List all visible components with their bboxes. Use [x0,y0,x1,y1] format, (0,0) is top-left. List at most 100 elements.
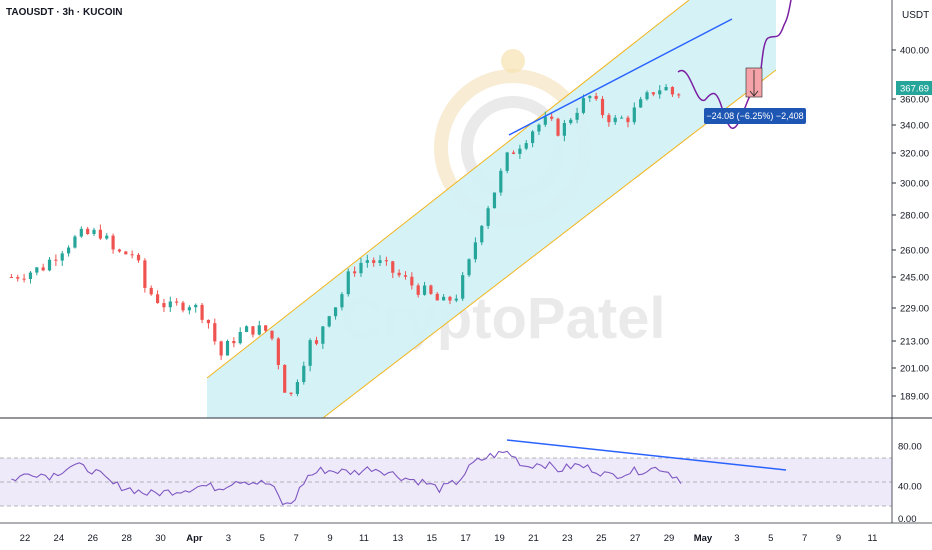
candle [244,325,249,333]
candle-body [206,319,211,324]
candle [181,300,185,313]
time-tick-label: 7 [294,533,299,544]
candle [54,254,58,266]
candle [416,283,420,298]
rsi-tick-label: 0.00 [898,514,917,525]
candle [461,272,465,301]
candle [664,84,668,91]
candle-body [403,275,408,277]
candle [575,107,579,124]
candle-body [86,228,90,234]
candle-body [105,235,109,239]
channel-lower-line [322,69,777,419]
projection-path [677,0,792,130]
price-tick-label: 280.00 [900,211,929,222]
candle [524,140,528,151]
candle [569,117,573,125]
time-tick-label: 19 [494,533,505,544]
candle [384,256,389,266]
candle-body [454,298,458,301]
candle [454,294,458,303]
price-tick-label: 201.00 [900,364,929,375]
candle-body [130,254,134,256]
candle-body [213,323,217,342]
candle [162,298,166,313]
candle [600,96,605,119]
time-tick-label: 7 [802,533,807,544]
candle [60,250,64,266]
candle-body [581,98,586,113]
candle-body [384,260,389,262]
candle-body [435,293,439,301]
measure-tooltip: −24.08 (−6.25%) −2,408 [704,108,806,124]
candle [187,305,191,315]
candle [581,94,586,115]
candle-body [54,259,58,261]
candle [276,337,280,370]
candle-body [422,285,427,295]
candle-body [283,364,287,393]
candle-body [98,229,102,239]
candle [308,338,312,372]
time-tick-label: 3 [734,533,739,544]
last-price-tag [896,81,932,95]
candle [651,91,655,97]
price-tick-label: 320.00 [900,149,929,160]
candle-body [28,272,33,280]
candle-body [448,296,452,301]
candle-body [537,124,541,132]
candle [98,224,102,240]
candle-body [492,192,497,209]
candle [213,318,217,345]
candle [435,292,439,301]
candle-body [397,272,401,276]
candle-body [664,86,668,91]
candle [588,95,592,103]
candle [429,284,433,295]
candle [333,307,338,320]
time-tick-label: 28 [121,533,132,544]
candle [79,226,83,238]
candle-body [524,143,528,149]
candle-body [429,285,433,294]
candle-body [543,116,547,125]
price-tick-label: 213.00 [900,337,929,348]
candle [353,266,357,277]
price-tick-label: 189.00 [900,392,929,403]
candle-body [410,276,414,286]
candle-body [442,296,446,301]
candle [518,144,522,159]
candle [543,111,547,127]
candle [346,268,350,297]
time-tick-label: 17 [460,533,471,544]
candle-body [505,152,509,171]
candle-body [467,259,471,276]
candle [619,115,624,119]
candle [232,337,236,348]
candle-body [181,302,185,311]
candle [632,102,636,125]
candle [270,330,274,341]
watermark-coin-icon [501,49,525,73]
candle [264,325,268,333]
price-tick-label: 300.00 [900,179,929,190]
candle-body [562,123,566,136]
candle-body [645,92,649,100]
candle [505,151,509,174]
rsi-divergence-trendline [506,439,787,471]
candle-body [353,271,357,274]
candle-body [295,382,300,394]
candle-body [155,294,160,304]
time-tick-label: 9 [836,533,841,544]
candle [448,295,452,305]
candle-body [340,294,344,308]
price-tick-label: 245.00 [900,273,929,284]
candle [22,273,26,283]
candle [219,340,223,360]
candle-body [308,340,312,366]
candle [645,90,649,101]
candle-body [22,278,26,280]
candle-body [511,152,516,154]
candle [365,254,369,268]
